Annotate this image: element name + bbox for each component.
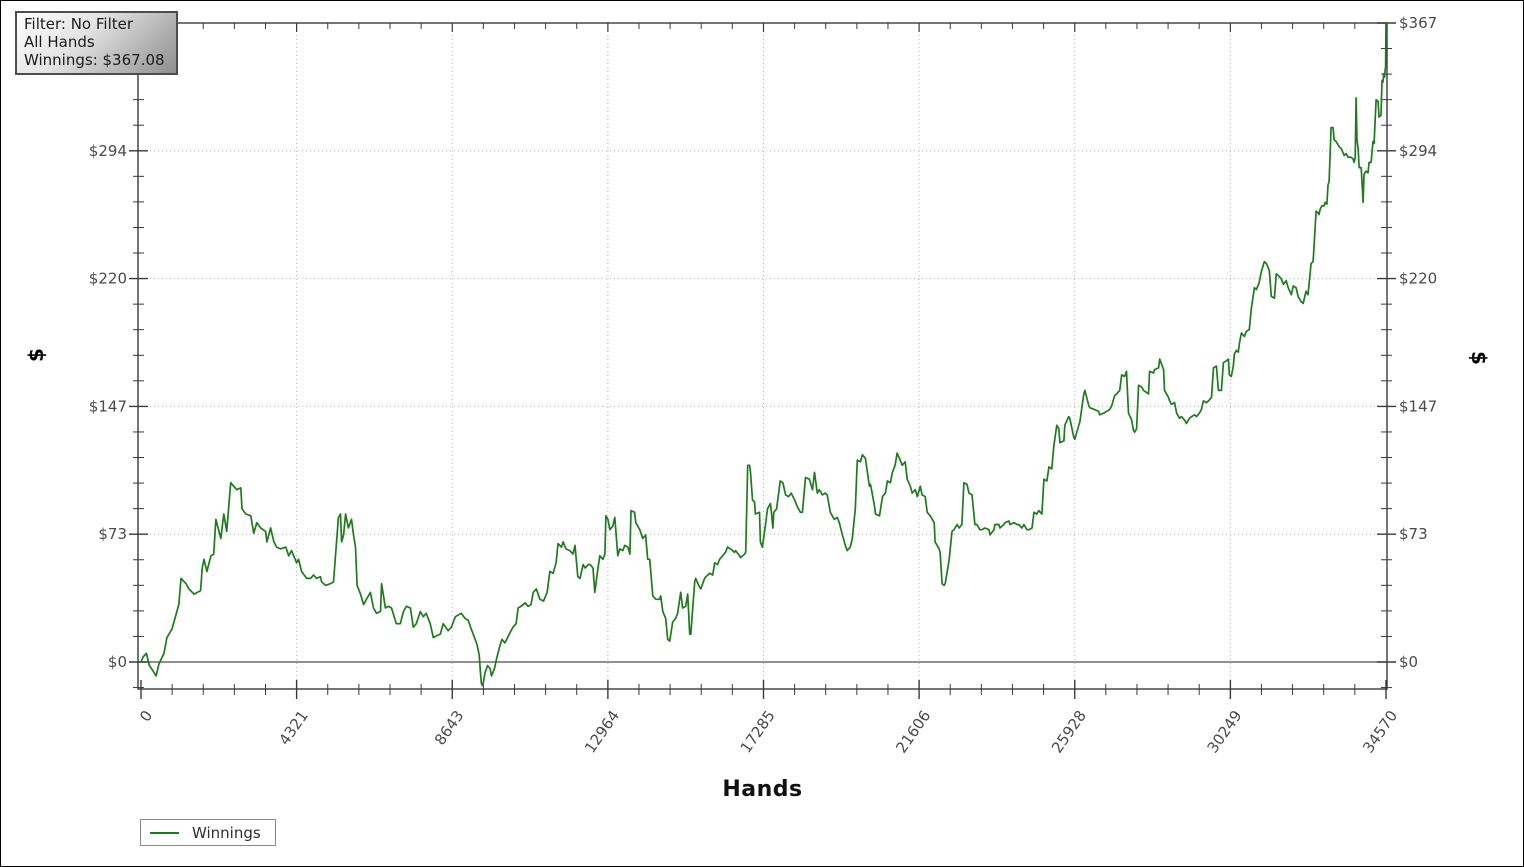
svg-text:$294: $294 (1399, 142, 1437, 160)
axis-ticks (129, 22, 1396, 699)
svg-text:$220: $220 (89, 270, 127, 288)
winnings-line (140, 22, 1387, 687)
x-axis-title: Hands (722, 777, 803, 802)
filter-info-filter: Filter: No Filter (24, 15, 134, 33)
svg-text:12964: 12964 (581, 707, 623, 756)
gridlines (138, 23, 1387, 689)
legend-line-swatch (150, 831, 179, 834)
plot-frame (137, 22, 1388, 690)
svg-text:21606: 21606 (892, 707, 934, 756)
svg-text:$73: $73 (1399, 525, 1428, 543)
legend-label: Winnings (192, 823, 261, 842)
svg-text:$220: $220 (1399, 270, 1437, 288)
svg-text:$294: $294 (89, 142, 127, 160)
y-axis-title-left: $ (24, 348, 48, 362)
svg-text:$147: $147 (89, 397, 127, 415)
svg-text:$0: $0 (1399, 653, 1418, 671)
y-axis-title-right: $ (1467, 351, 1491, 365)
svg-text:$367: $367 (1399, 14, 1437, 32)
svg-text:30249: 30249 (1204, 707, 1246, 756)
svg-text:$73: $73 (98, 525, 127, 543)
svg-text:25928: 25928 (1048, 707, 1090, 756)
filter-info-box: Filter: No Filter All Hands Winnings: $3… (15, 11, 178, 75)
svg-text:$0: $0 (108, 653, 127, 671)
svg-text:0: 0 (136, 707, 156, 725)
svg-text:$147: $147 (1399, 397, 1437, 415)
svg-text:34570: 34570 (1359, 707, 1401, 756)
legend: Winnings (140, 819, 276, 846)
filter-info-hands: All Hands (24, 33, 95, 51)
svg-text:8643: 8643 (431, 707, 468, 749)
svg-text:17285: 17285 (737, 707, 779, 756)
tick-labels: 0 4321 8643 12964 17285 21606 25928 30249 34570 $… (89, 14, 1437, 756)
svg-text:4321: 4321 (275, 707, 312, 749)
filter-info-winnings: Winnings: $367.08 (24, 51, 165, 69)
